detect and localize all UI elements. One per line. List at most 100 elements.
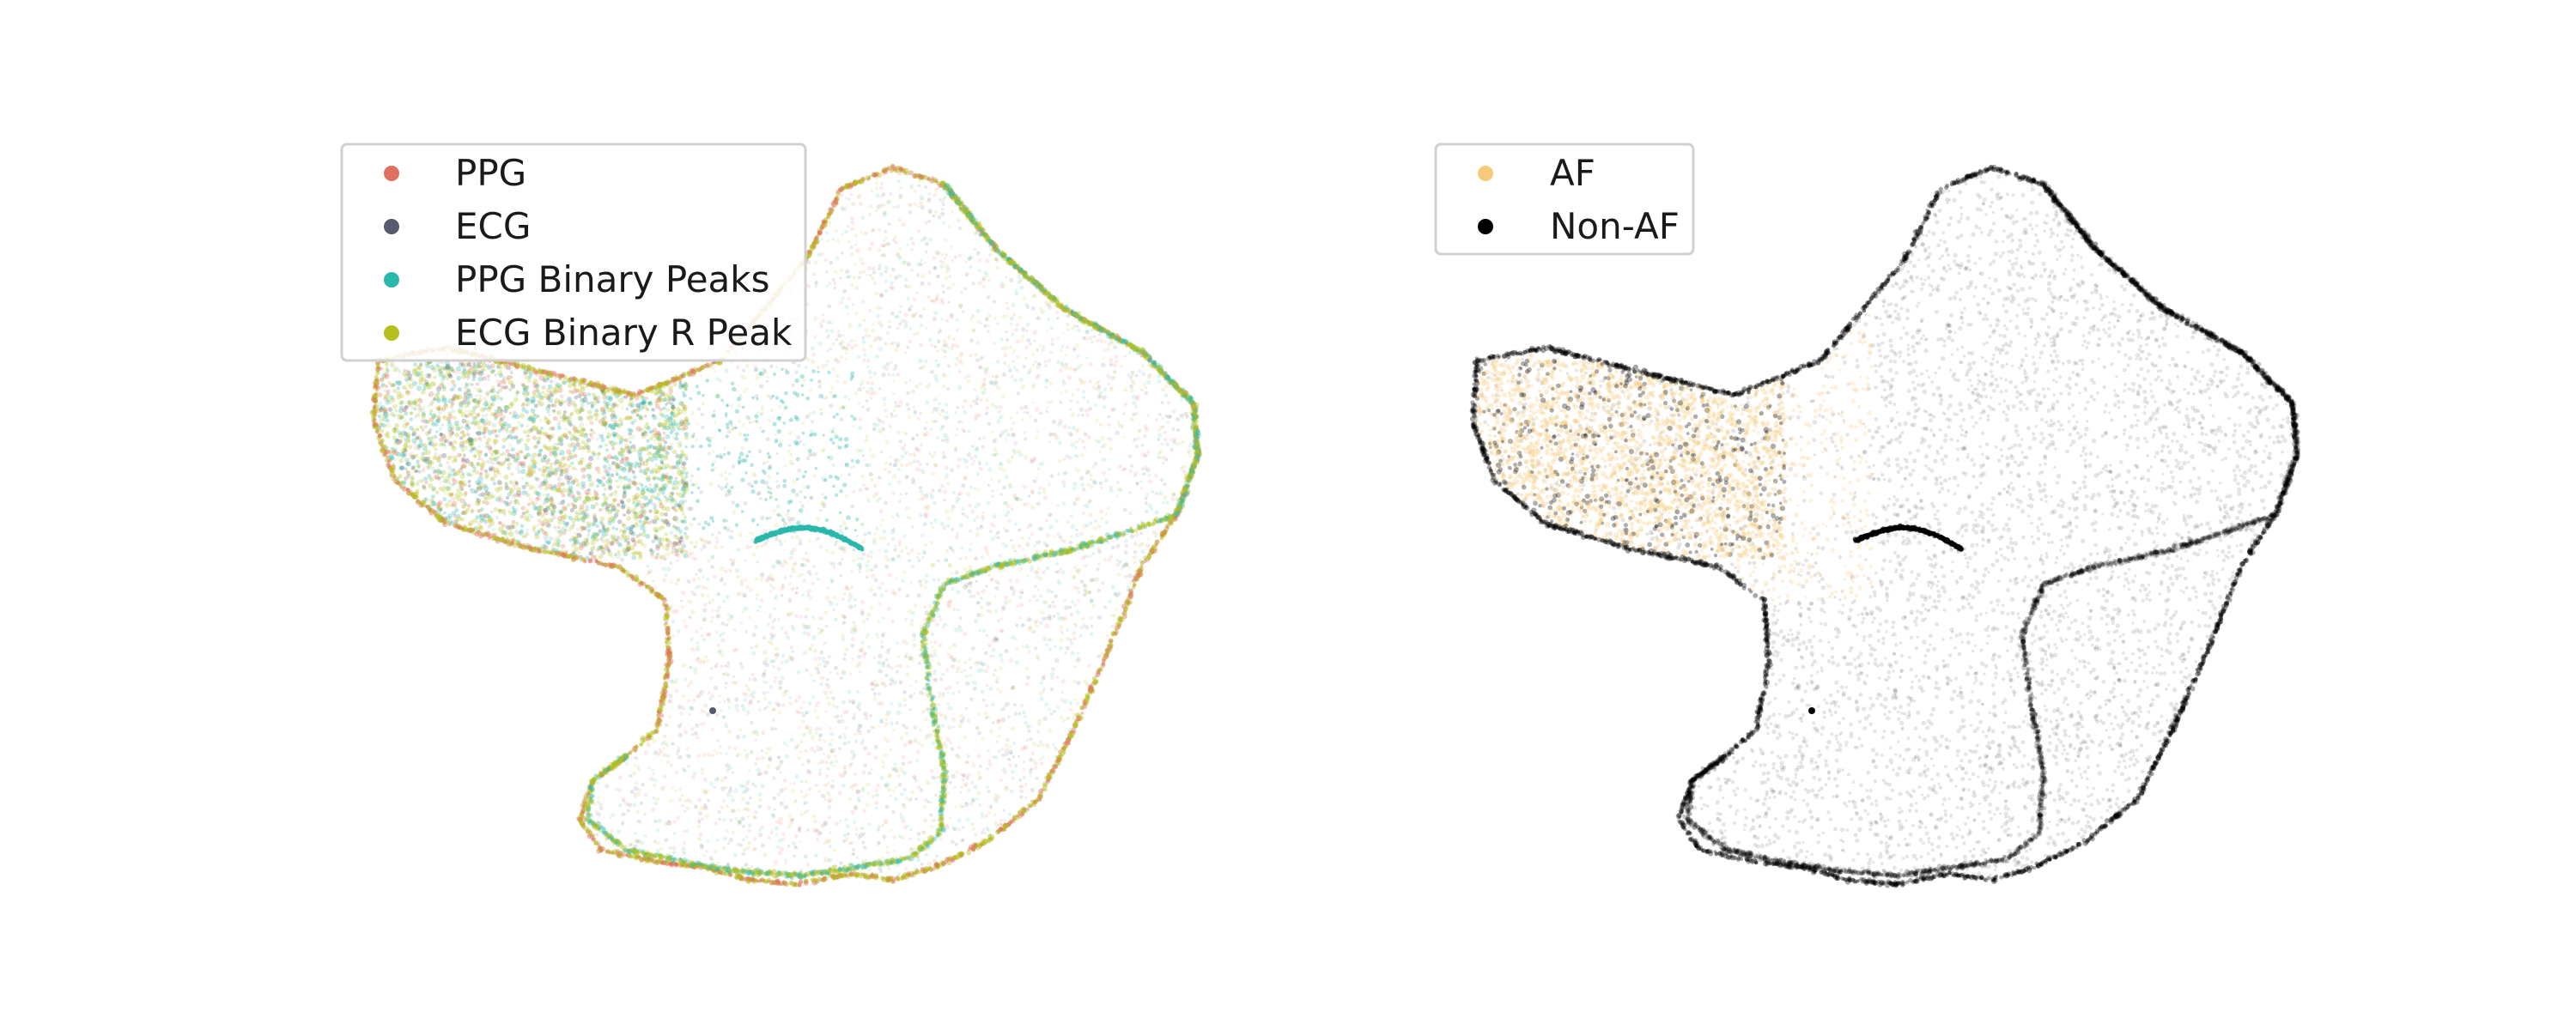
modality-point <box>754 480 758 484</box>
modality-point <box>841 335 844 337</box>
modality-point <box>835 672 839 676</box>
modality-point <box>671 680 675 684</box>
modality-point <box>845 352 848 354</box>
modality-point <box>1087 435 1091 439</box>
modality-point <box>963 410 967 415</box>
modality-point <box>916 858 920 863</box>
modality-point <box>635 781 639 785</box>
modality-point <box>915 331 920 336</box>
modality-point <box>871 453 875 457</box>
modality-point <box>828 839 832 843</box>
modality-point <box>1038 691 1042 695</box>
modality-point <box>548 414 550 416</box>
modality-point <box>942 343 946 348</box>
modality-point <box>1036 348 1039 352</box>
modality-point <box>962 827 964 829</box>
modality-point <box>1076 469 1079 472</box>
modality-point <box>567 504 570 507</box>
modality-point <box>976 754 981 758</box>
modality-point <box>731 381 735 385</box>
modality-point <box>831 367 835 372</box>
modality-point <box>1008 745 1012 748</box>
modality-point <box>789 783 792 785</box>
modality-point <box>1085 590 1090 594</box>
modality-point <box>978 437 981 440</box>
modality-point <box>1030 489 1035 494</box>
modality-point <box>891 516 894 518</box>
modality-point <box>652 579 655 583</box>
modality-point <box>723 582 726 585</box>
modality-point <box>937 339 941 343</box>
modality-point <box>732 676 736 679</box>
modality-point <box>803 443 805 445</box>
modality-point <box>902 724 905 727</box>
modality-point <box>709 482 714 486</box>
modality-point <box>1030 367 1032 370</box>
modality-point <box>1045 518 1048 522</box>
modality-point <box>933 501 937 506</box>
modality-point <box>1003 362 1005 365</box>
modality-point <box>775 833 778 836</box>
modality-point <box>652 739 656 743</box>
modality-point <box>861 406 864 409</box>
modality-point <box>783 779 787 783</box>
modality-point <box>1047 588 1052 593</box>
modality-point <box>996 323 999 325</box>
modality-point <box>1100 436 1104 440</box>
modality-point <box>1001 718 1006 723</box>
modality-point <box>985 318 989 322</box>
modality-point <box>875 527 878 530</box>
modality-point <box>854 598 857 602</box>
modality-point <box>1018 316 1022 319</box>
modality-point <box>877 204 881 209</box>
modality-point <box>905 493 908 496</box>
modality-point <box>651 808 656 813</box>
modality-point <box>843 380 848 385</box>
modality-point <box>872 323 875 326</box>
modality-point <box>830 386 834 390</box>
modality-point <box>940 212 945 216</box>
modality-point <box>1026 306 1030 309</box>
modality-point <box>876 178 878 180</box>
modality-point <box>1101 518 1104 521</box>
modality-point <box>808 727 813 732</box>
modality-point <box>1188 453 1193 457</box>
modality-point <box>795 710 799 714</box>
modality-point <box>821 794 825 798</box>
modality-point <box>1072 482 1077 486</box>
modality-point <box>756 560 759 564</box>
modality-point <box>447 465 452 470</box>
modality-point <box>990 478 993 482</box>
modality-point <box>987 467 992 471</box>
modality-point <box>784 540 787 543</box>
modality-point <box>895 721 898 724</box>
modality-point <box>698 833 702 837</box>
modality-point <box>722 846 726 850</box>
modality-point <box>866 560 870 563</box>
modality-point <box>1038 486 1042 489</box>
modality-point <box>784 858 787 862</box>
modality-point <box>961 483 965 488</box>
modality-point <box>699 374 702 377</box>
modality-point <box>875 793 879 797</box>
modality-point <box>776 484 781 488</box>
modality-point <box>696 736 699 739</box>
modality-point <box>1149 373 1152 377</box>
modality-point <box>919 202 922 205</box>
modality-point <box>801 505 805 508</box>
modality-point <box>974 785 978 789</box>
modality-point <box>905 726 908 730</box>
modality-point <box>1157 451 1161 455</box>
modality-point <box>760 412 763 415</box>
modality-point <box>719 633 722 637</box>
modality-point <box>937 349 939 352</box>
modality-point <box>804 615 807 619</box>
modality-point <box>783 742 787 745</box>
modality-point <box>898 783 902 787</box>
modality-point <box>984 370 989 375</box>
modality-point <box>938 251 942 256</box>
modality-point <box>1123 467 1127 470</box>
modality-point <box>677 797 682 802</box>
modality-point <box>885 415 888 418</box>
modality-point <box>1170 438 1172 440</box>
